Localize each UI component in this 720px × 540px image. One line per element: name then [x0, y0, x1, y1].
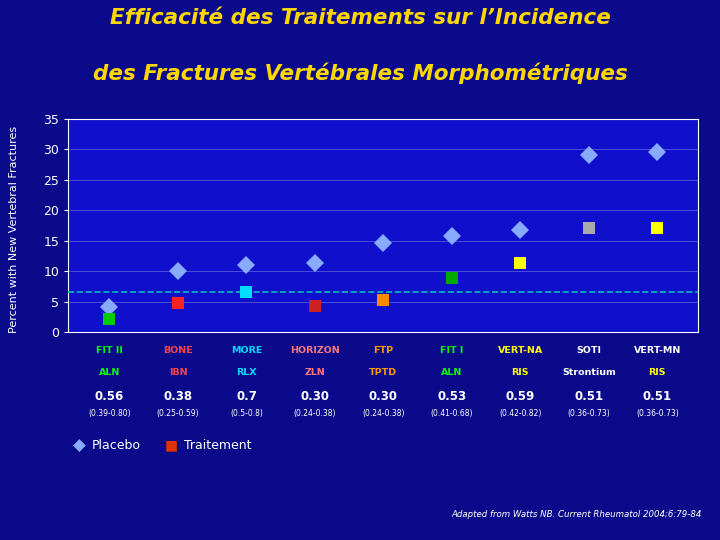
Text: RIS: RIS — [512, 368, 529, 377]
Text: (0.25-0.59): (0.25-0.59) — [157, 409, 199, 418]
Text: Traitement: Traitement — [184, 439, 251, 452]
Text: HORIZON: HORIZON — [290, 346, 340, 355]
Text: ALN: ALN — [99, 368, 120, 377]
Text: FTP: FTP — [374, 346, 393, 355]
Text: SOTI: SOTI — [576, 346, 601, 355]
Text: Efficacité des Traitements sur l’Incidence: Efficacité des Traitements sur l’Inciden… — [109, 8, 611, 28]
Text: 0.56: 0.56 — [95, 390, 124, 403]
Text: Percent with New Vertebral Fractures: Percent with New Vertebral Fractures — [9, 126, 19, 333]
Text: VERT-MN: VERT-MN — [634, 346, 681, 355]
Text: IBN: IBN — [168, 368, 187, 377]
Text: Adapted from Watts NB. Current Rheumatol 2004;6:79-84: Adapted from Watts NB. Current Rheumatol… — [451, 510, 702, 519]
Text: RIS: RIS — [649, 368, 666, 377]
Text: (0.24-0.38): (0.24-0.38) — [362, 409, 405, 418]
Text: RLX: RLX — [236, 368, 257, 377]
Text: 0.51: 0.51 — [643, 390, 672, 403]
Text: Placebo: Placebo — [92, 439, 141, 452]
Text: 0.51: 0.51 — [575, 390, 603, 403]
Text: 0.30: 0.30 — [300, 390, 330, 403]
Text: (0.24-0.38): (0.24-0.38) — [294, 409, 336, 418]
Text: MORE: MORE — [230, 346, 262, 355]
Text: (0.41-0.68): (0.41-0.68) — [431, 409, 473, 418]
Text: BONE: BONE — [163, 346, 193, 355]
Text: 0.53: 0.53 — [437, 390, 467, 403]
Text: des Fractures Vertébrales Morphométriques: des Fractures Vertébrales Morphométrique… — [93, 62, 627, 84]
Text: (0.36-0.73): (0.36-0.73) — [636, 409, 679, 418]
Text: 0.59: 0.59 — [505, 390, 535, 403]
Text: ZLN: ZLN — [305, 368, 325, 377]
Text: ■: ■ — [165, 438, 178, 453]
Text: ALN: ALN — [441, 368, 462, 377]
Text: Strontium: Strontium — [562, 368, 616, 377]
Text: FIT II: FIT II — [96, 346, 123, 355]
Text: 0.7: 0.7 — [236, 390, 257, 403]
Text: (0.5-0.8): (0.5-0.8) — [230, 409, 263, 418]
Text: 0.30: 0.30 — [369, 390, 398, 403]
Text: FIT I: FIT I — [440, 346, 464, 355]
Text: VERT-NA: VERT-NA — [498, 346, 543, 355]
Text: (0.36-0.73): (0.36-0.73) — [567, 409, 611, 418]
Text: ◆: ◆ — [73, 436, 86, 455]
Text: (0.42-0.82): (0.42-0.82) — [499, 409, 541, 418]
Text: 0.38: 0.38 — [163, 390, 192, 403]
Text: (0.39-0.80): (0.39-0.80) — [88, 409, 131, 418]
Text: TPTD: TPTD — [369, 368, 397, 377]
